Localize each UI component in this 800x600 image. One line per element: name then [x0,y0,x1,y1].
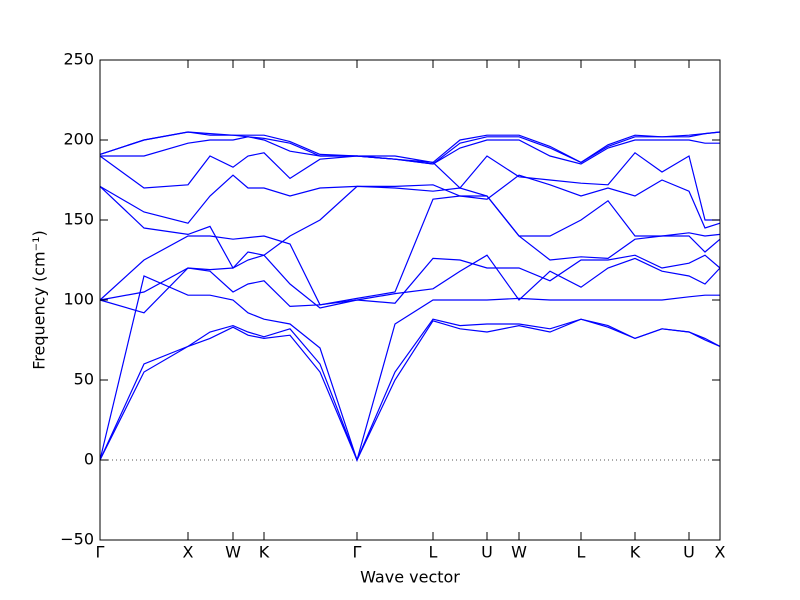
x-tick-label: X [715,543,726,562]
band-line [99,131,721,164]
x-tick-label: X [183,543,194,562]
band-line [99,254,721,309]
x-tick-label: W [511,543,527,562]
x-tick-label: U [683,543,695,562]
x-tick-label: Γ [96,543,105,562]
band-line [99,195,721,306]
x-tick-label: K [630,543,641,562]
x-axis-label: Wave vector [360,568,460,587]
y-tick-label: 100 [63,290,94,309]
y-tick-label: 250 [63,50,94,69]
y-axis-label: Frequency (cm⁻¹) [30,230,49,369]
band-line [99,174,721,229]
y-tick-label: 50 [74,370,94,389]
x-tick-label: K [259,543,270,562]
x-tick-label: Γ [353,543,362,562]
x-tick-label: L [429,543,438,562]
y-tick-label: −50 [60,530,94,549]
y-tick-label: 0 [84,450,94,469]
y-tick-label: 200 [63,130,94,149]
band-line [99,275,720,463]
x-tick-label: U [481,543,493,562]
band-line [99,318,721,462]
y-tick-label: 150 [63,210,94,229]
band-line [99,185,721,270]
x-tick-label: W [225,543,241,562]
x-tick-label: L [577,543,586,562]
band-line [99,254,721,314]
